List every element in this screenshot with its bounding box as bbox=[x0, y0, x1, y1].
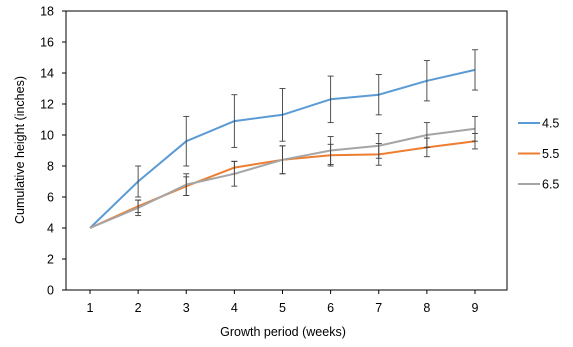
y-tick-label: 8 bbox=[47, 160, 54, 174]
legend-label: 4.5 bbox=[542, 117, 559, 131]
x-tick-label: 5 bbox=[279, 301, 286, 315]
error-bar bbox=[231, 160, 238, 187]
error-bar bbox=[183, 173, 190, 196]
error-bar bbox=[327, 75, 334, 124]
y-tick-label: 12 bbox=[40, 98, 54, 112]
x-tick-label: 3 bbox=[183, 301, 190, 315]
x-tick-label: 8 bbox=[423, 301, 430, 315]
series-6.5 bbox=[89, 115, 478, 229]
y-tick-label: 6 bbox=[47, 191, 54, 205]
y-tick-label: 10 bbox=[40, 129, 54, 143]
error-bar bbox=[375, 132, 382, 159]
series-4.5 bbox=[89, 49, 478, 229]
error-bar bbox=[472, 49, 478, 91]
error-bar bbox=[231, 94, 238, 148]
legend-item-4.5: 4.5 bbox=[518, 117, 559, 131]
y-axis-title: Cumulative height (inches) bbox=[13, 76, 27, 224]
x-tick-label: 6 bbox=[327, 301, 334, 315]
y-tick-label: 4 bbox=[47, 222, 54, 236]
series-layer bbox=[89, 49, 478, 229]
error-bar bbox=[327, 136, 334, 165]
error-bar bbox=[472, 115, 478, 142]
legend-label: 6.5 bbox=[542, 178, 559, 192]
y-axis: 0 2 4 6 8 10 12 14 16 18 bbox=[40, 5, 66, 298]
x-tick-label: 1 bbox=[87, 301, 94, 315]
legend-item-5.5: 5.5 bbox=[518, 147, 559, 161]
x-tick-label: 9 bbox=[472, 301, 479, 315]
error-bar bbox=[375, 74, 382, 116]
y-tick-label: 14 bbox=[40, 67, 54, 81]
error-bar bbox=[135, 165, 142, 198]
x-tick-label: 7 bbox=[375, 301, 382, 315]
plot-area bbox=[65, 10, 508, 291]
error-bar bbox=[183, 115, 190, 167]
error-bar bbox=[135, 199, 142, 217]
x-axis: 1 2 3 4 5 6 7 8 9 bbox=[87, 290, 479, 315]
legend-label: 5.5 bbox=[542, 147, 559, 161]
x-axis-title: Growth period (weeks) bbox=[220, 325, 346, 339]
y-tick-label: 16 bbox=[40, 36, 54, 50]
y-tick-label: 0 bbox=[47, 284, 54, 298]
legend-item-6.5: 6.5 bbox=[518, 178, 559, 192]
y-tick-label: 2 bbox=[47, 253, 54, 267]
error-bar bbox=[423, 60, 430, 102]
x-tick-label: 2 bbox=[135, 301, 142, 315]
legend: 4.5 5.5 6.5 bbox=[518, 117, 559, 192]
error-bar bbox=[279, 145, 286, 175]
error-bar bbox=[423, 122, 430, 148]
error-bar bbox=[279, 88, 286, 142]
y-tick-label: 18 bbox=[40, 5, 54, 19]
x-tick-label: 4 bbox=[231, 301, 238, 315]
